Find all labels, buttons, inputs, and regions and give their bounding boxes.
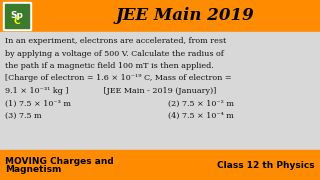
Text: C: C [14, 17, 20, 26]
Text: Sp: Sp [11, 10, 23, 19]
Text: (2) 7.5 × 10⁻² m: (2) 7.5 × 10⁻² m [168, 100, 234, 107]
Bar [3, 2, 31, 30]
Bar [0, 0, 320, 32]
Bar [5, 4, 29, 28]
Text: [Charge of electron = 1.6 × 10⁻¹⁹ C, Mass of electron =: [Charge of electron = 1.6 × 10⁻¹⁹ C, Mas… [5, 75, 232, 82]
Text: Class 12 th Physics: Class 12 th Physics [217, 161, 315, 170]
Text: Magnetism: Magnetism [5, 165, 61, 174]
Text: In an experiment, electrons are accelerated, from rest: In an experiment, electrons are accelera… [5, 37, 226, 45]
Bar [0, 32, 320, 150]
Text: 9.1 × 10⁻³¹ kg ]              [JEE Main - 2019 (January)]: 9.1 × 10⁻³¹ kg ] [JEE Main - 2019 (Janua… [5, 87, 216, 95]
Text: (3) 7.5 m: (3) 7.5 m [5, 112, 42, 120]
Text: JEE Main 2019: JEE Main 2019 [116, 8, 254, 24]
Text: MOVING Charges and: MOVING Charges and [5, 156, 114, 165]
Text: (1) 7.5 × 10⁻³ m: (1) 7.5 × 10⁻³ m [5, 100, 71, 107]
Text: (4) 7.5 × 10⁻⁴ m: (4) 7.5 × 10⁻⁴ m [168, 112, 234, 120]
Bar [0, 150, 320, 180]
Text: by applying a voltage of 500 V. Calculate the radius of: by applying a voltage of 500 V. Calculat… [5, 50, 224, 57]
Text: the path if a magnetic field 100 mT is then applied.: the path if a magnetic field 100 mT is t… [5, 62, 214, 70]
